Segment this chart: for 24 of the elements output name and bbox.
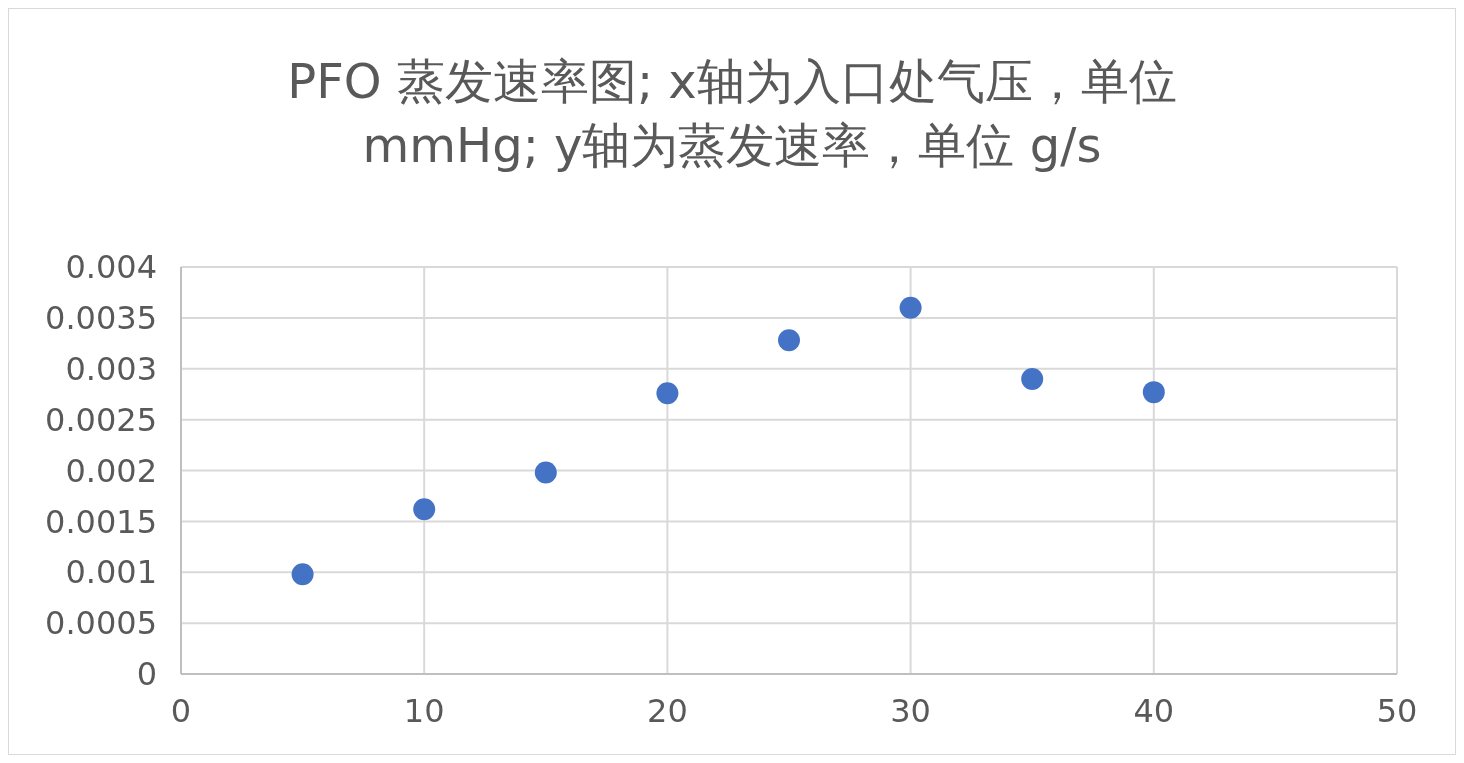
point [899,296,922,319]
y-tick-label: 0.003 [65,349,157,388]
x-tick-label: 30 [890,692,931,730]
x-tick-label: 10 [403,692,445,730]
y-tick-label: 0.0025 [45,400,157,439]
point [778,329,800,352]
y-tick-label: 0.002 [65,451,157,490]
x-tick-label: 40 [1133,692,1175,730]
y-tick-label: 0.001 [65,553,157,592]
y-tick-label: 0.004 [65,248,157,287]
x-tick-label: 0 [170,692,192,730]
y-tick-label: 0.0005 [45,604,157,643]
point [656,382,679,405]
point [1142,381,1165,404]
x-tick-label: 50 [1376,692,1418,730]
point [291,563,314,586]
y-tick-label: 0.0015 [45,502,157,541]
point [534,461,557,484]
x-tick-label: 20 [647,692,688,730]
y-tick-label: 0.0035 [45,299,157,338]
chart-title: PFO 蒸发速率图; x轴为入口处气压，单位 mmHg; y轴为蒸发速率，单位 g/s [287,53,1177,173]
point [413,498,436,521]
y-tick-label: 0 [136,655,157,694]
point [1021,367,1044,390]
